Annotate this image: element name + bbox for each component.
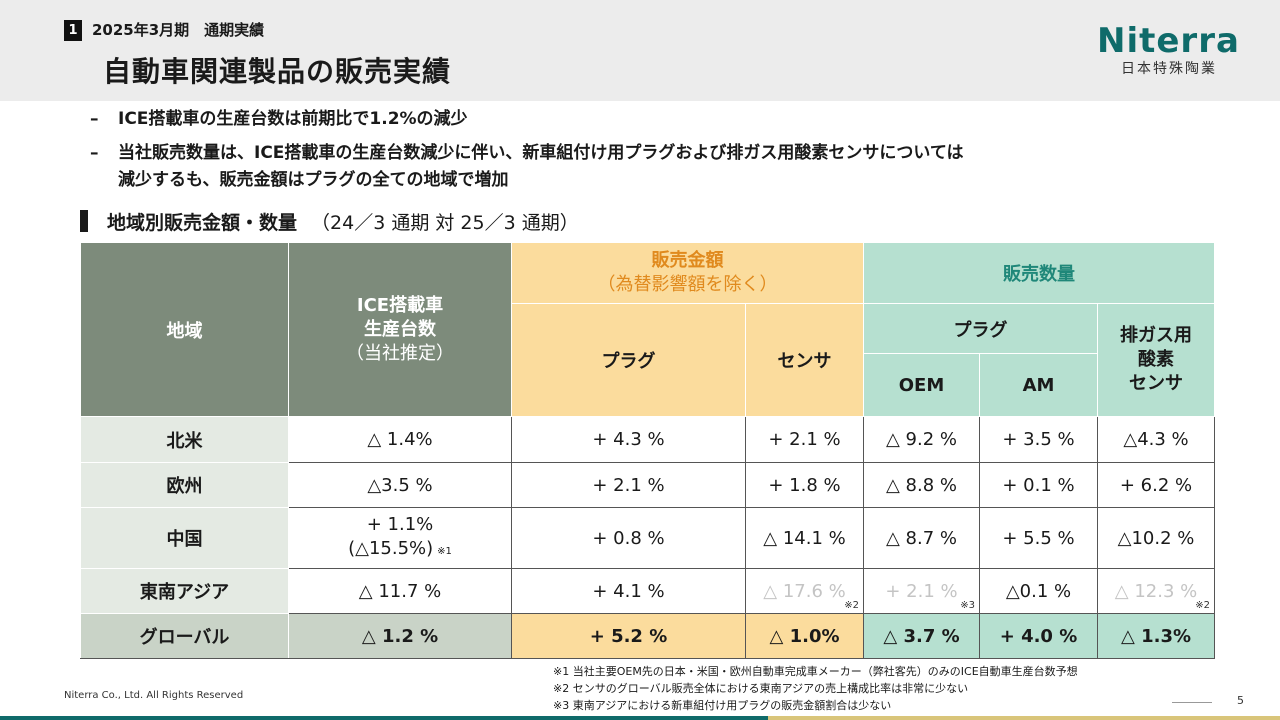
table-subheading: 地域別販売金額・数量 （24／3 通期 対 25／3 通期）	[80, 207, 579, 235]
bullet-dash: –	[90, 109, 99, 129]
logo-wordmark: Niterra	[1097, 21, 1240, 61]
header-am: AM	[979, 353, 1098, 417]
subheading-title: 地域別販売金額・数量	[107, 211, 298, 234]
volume-oem-cell: + 2.1 % ※3	[863, 568, 980, 614]
global-ice-value: △ 1.2 %	[288, 613, 512, 659]
footnote-3: ※3 東南アジアにおける新車組付け用プラグの販売金額割合は少ない	[553, 699, 892, 712]
header-ice-line3: （当社推定）	[346, 342, 454, 364]
bullet-text: 当社販売数量は、ICE搭載車の生産台数減少に伴い、新車組付け用プラグおよび排ガス…	[118, 143, 964, 190]
company-logo: Niterra 日本特殊陶業	[1097, 22, 1247, 82]
subheading-period: （24／3 通期 対 25／3 通期）	[311, 211, 579, 234]
section-label: 2025年3月期 通期実績	[92, 21, 265, 39]
region-label: 北米	[80, 416, 289, 463]
header-oem: OEM	[863, 353, 980, 417]
copyright-text: Niterra Co., Ltd. All Rights Reserved	[64, 690, 244, 701]
volume-oem-value: △ 9.2 %	[863, 416, 980, 463]
logo-company-name: 日本特殊陶業	[1121, 61, 1217, 77]
volume-am-value: + 5.5 %	[979, 507, 1098, 569]
ice-value: △3.5 %	[288, 462, 512, 508]
ice-value: △ 1.4%	[288, 416, 512, 463]
volume-oem-value: + 2.1 %	[885, 580, 958, 602]
bullet-item: – 当社販売数量は、ICE搭載車の生産台数減少に伴い、新車組付け用プラグおよび排…	[90, 140, 1210, 194]
header-exhaust-line2: 酸素	[1138, 349, 1174, 370]
amount-sensor-value: + 1.8 %	[745, 462, 864, 508]
amount-sensor-value: △ 14.1 %	[745, 507, 864, 569]
region-label: 東南アジア	[80, 568, 289, 614]
amount-plug-value: + 0.8 %	[511, 507, 746, 569]
region-label: グローバル	[80, 613, 289, 659]
footnote-ref: ※3	[960, 600, 975, 611]
header-sales-amount-title: 販売金額	[651, 250, 724, 271]
bullet-text: ICE搭載車の生産台数は前期比で1.2%の減少	[118, 109, 468, 129]
volume-o2-value: △10.2 %	[1096, 507, 1216, 569]
ice-value-line2: (△15.5%) ※1	[289, 537, 511, 564]
slide-header: 1 2025年3月期 通期実績 自動車関連製品の販売実績 Niterra 日本特…	[0, 0, 1280, 101]
header-exhaust-line3: センサ	[1129, 373, 1183, 394]
page-number: 5	[1237, 694, 1244, 707]
header-sales-amount-note: （為替影響額を除く）	[597, 274, 778, 295]
region-label: 欧州	[80, 462, 289, 508]
table-row: 北米 △ 1.4% + 4.3 % + 2.1 % △ 9.2 % + 3.5 …	[80, 416, 1216, 463]
footnote-ref: ※2	[844, 600, 859, 611]
header-exhaust-sensor: 排ガス用 酸素 センサ	[1096, 303, 1216, 417]
bullet-dash: –	[90, 143, 99, 163]
global-volume-o2: △ 1.3%	[1096, 613, 1216, 659]
regional-sales-table: 地域 ICE搭載車 生産台数 （当社推定） 販売金額 （為替影響額を除く） 販売…	[80, 242, 1216, 659]
amount-sensor-cell: △ 17.6 % ※2	[745, 568, 864, 614]
header-exhaust-line1: 排ガス用	[1120, 325, 1192, 346]
subheading-bar	[80, 210, 88, 232]
summary-bullets: – ICE搭載車の生産台数は前期比で1.2%の減少 – 当社販売数量は、ICE搭…	[90, 106, 1210, 194]
table-row: 東南アジア △ 11.7 % + 4.1 % △ 17.6 % ※2 + 2.1…	[80, 568, 1216, 614]
footnote-1: ※1 当社主要OEM先の日本・米国・欧州自動車完成車メーカー（弊社客先）のみのI…	[553, 665, 1078, 678]
page-title: 自動車関連製品の販売実績	[103, 55, 452, 88]
table-row: 欧州 △3.5 % + 2.1 % + 1.8 % △ 8.8 % + 0.1 …	[80, 462, 1216, 508]
header-amount-sensor: センサ	[745, 303, 864, 417]
global-volume-am: + 4.0 %	[979, 613, 1098, 659]
global-amount-plug: + 5.2 %	[511, 613, 746, 659]
global-amount-sensor: △ 1.0%	[745, 613, 864, 659]
footnote-ref: ※2	[1195, 600, 1211, 611]
volume-oem-value: △ 8.7 %	[863, 507, 980, 569]
footnotes: ※1 当社主要OEM先の日本・米国・欧州自動車完成車メーカー（弊社客先）のみのI…	[553, 663, 1078, 714]
ice-value: + 1.1% (△15.5%) ※1	[288, 507, 512, 569]
table-row: 中国 + 1.1% (△15.5%) ※1 + 0.8 % △ 14.1 % △ …	[80, 507, 1216, 569]
volume-o2-value: △4.3 %	[1096, 416, 1216, 463]
volume-am-value: + 0.1 %	[979, 462, 1098, 508]
region-label: 中国	[80, 507, 289, 569]
header-sales-volume: 販売数量	[862, 242, 1216, 304]
header-ice-line1: ICE搭載車	[356, 294, 444, 316]
header-volume-plug: プラグ	[863, 303, 1098, 354]
bottom-accent-bar	[0, 716, 1280, 720]
volume-o2-value: + 6.2 %	[1096, 462, 1216, 508]
amount-plug-value: + 4.3 %	[511, 416, 746, 463]
amount-sensor-value: △ 17.6 %	[763, 580, 846, 602]
ice-value-line1: + 1.1%	[366, 513, 434, 535]
volume-am-value: + 3.5 %	[979, 416, 1098, 463]
footnote-ref: ※1	[437, 545, 452, 557]
ice-value: △ 11.7 %	[288, 568, 512, 614]
volume-o2-value: △ 12.3 %	[1114, 580, 1198, 602]
global-row: グローバル △ 1.2 % + 5.2 % △ 1.0% △ 3.7 % + 4…	[80, 613, 1216, 659]
volume-o2-cell: △ 12.3 % ※2	[1096, 568, 1216, 614]
bullet-item: – ICE搭載車の生産台数は前期比で1.2%の減少	[90, 106, 1210, 133]
amount-sensor-value: + 2.1 %	[745, 416, 864, 463]
header-amount-plug: プラグ	[511, 303, 746, 417]
section-number-badge: 1	[64, 20, 82, 41]
footer-divider	[1172, 702, 1212, 703]
header-region: 地域	[80, 242, 289, 417]
header-ice-line2: 生産台数	[364, 318, 436, 340]
global-volume-oem: △ 3.7 %	[863, 613, 980, 659]
ice-value-paren: (△15.5%)	[348, 537, 434, 559]
amount-plug-value: + 4.1 %	[511, 568, 746, 614]
header-sales-amount: 販売金額 （為替影響額を除く）	[511, 242, 864, 304]
amount-plug-value: + 2.1 %	[511, 462, 746, 508]
volume-oem-value: △ 8.8 %	[863, 462, 980, 508]
header-ice-production: ICE搭載車 生産台数 （当社推定）	[288, 242, 512, 417]
volume-am-value: △0.1 %	[979, 568, 1098, 614]
footnote-2: ※2 センサのグローバル販売全体における東南アジアの売上構成比率は非常に少ない	[553, 682, 969, 695]
